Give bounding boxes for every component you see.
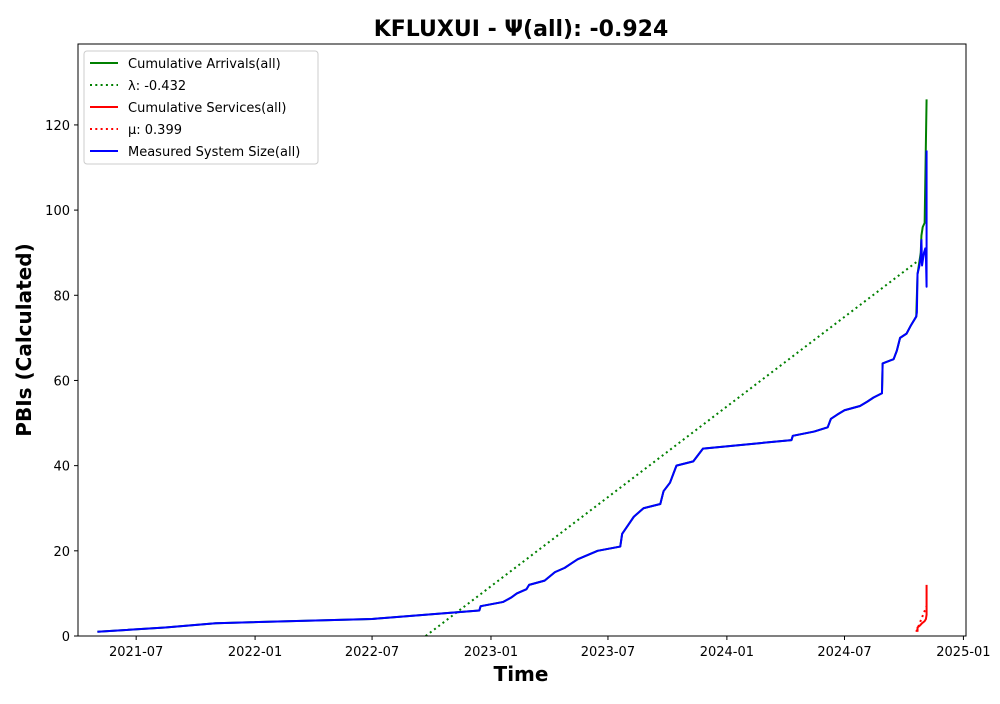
series-line-2 — [916, 584, 928, 632]
plot-frame — [77, 43, 967, 637]
y-tick-label-3: 60 — [53, 374, 70, 389]
legend-entry-4: Measured System Size(all) — [128, 145, 300, 160]
legend: Cumulative Arrivals(all) λ: -0.432 Cumulat… — [83, 50, 319, 165]
x-tick-label-4: 2023-07 — [581, 645, 635, 660]
legend-box — [83, 50, 319, 165]
y-tick-label-0: 0 — [62, 630, 70, 645]
axes: 0 20 40 60 80 100 120 2021-07 2022-01 2022-07 2023… — [45, 43, 991, 660]
y-tick-label-1: 20 — [53, 545, 70, 560]
legend-entry-2: Cumulative Services(all) — [128, 101, 286, 116]
legend-entry-0: Cumulative Arrivals(all) — [128, 57, 281, 72]
x-axis-label: Time — [494, 662, 549, 686]
series-line-0 — [97, 99, 928, 633]
series-group — [97, 99, 928, 636]
chart-title: KFLUXUI - Ψ(all): -0.924 — [374, 17, 669, 42]
x-tick-label-3: 2023-01 — [464, 645, 518, 660]
x-tick-label-0: 2021-07 — [109, 645, 163, 660]
x-tick-label-2: 2022-07 — [345, 645, 399, 660]
series-line-4 — [97, 150, 928, 633]
x-tick-label-1: 2022-01 — [228, 645, 282, 660]
y-tick-label-5: 100 — [45, 204, 70, 219]
y-tick-label-2: 40 — [53, 460, 70, 475]
x-tick-label-5: 2024-01 — [700, 645, 754, 660]
plot-area — [97, 99, 928, 636]
x-tick-label-7: 2025-01 — [936, 645, 990, 660]
y-tick-label-4: 80 — [53, 289, 70, 304]
x-tick-label-6: 2024-07 — [817, 645, 871, 660]
y-axis-label: PBIs (Calculated) — [12, 243, 36, 436]
legend-entry-3: μ: 0.399 — [128, 123, 182, 138]
series-line-3 — [915, 605, 928, 633]
series-line-1 — [425, 260, 919, 636]
legend-entry-1: λ: -0.432 — [128, 79, 186, 94]
y-tick-label-6: 120 — [45, 119, 70, 134]
